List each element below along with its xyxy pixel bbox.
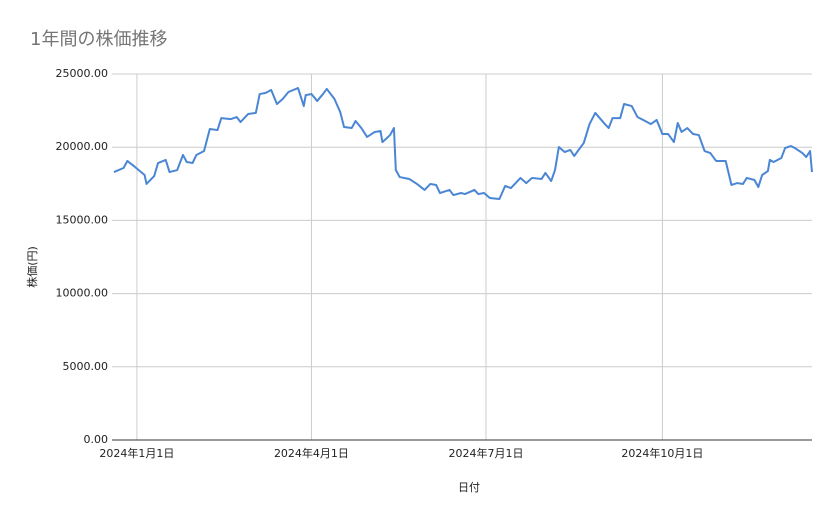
y-tick-label: 10000.00 bbox=[56, 287, 109, 300]
y-tick-label: 20000.00 bbox=[56, 140, 109, 153]
x-tick-label: 2024年4月1日 bbox=[274, 446, 349, 460]
y-tick-label: 0.00 bbox=[84, 433, 109, 446]
y-tick-label: 15000.00 bbox=[56, 213, 109, 226]
x-tick-label: 2024年1月1日 bbox=[99, 446, 174, 460]
x-tick-label: 2024年7月1日 bbox=[448, 446, 523, 460]
x-tick-label: 2024年10月1日 bbox=[621, 446, 703, 460]
x-axis-title: 日付 bbox=[458, 481, 480, 494]
y-tick-label: 5000.00 bbox=[63, 360, 109, 373]
y-tick-label: 25000.00 bbox=[56, 67, 109, 80]
chart-title: 1年間の株価推移 bbox=[30, 29, 167, 50]
y-axis-title: 株価(円) bbox=[25, 246, 39, 288]
line-series bbox=[113, 87, 813, 201]
